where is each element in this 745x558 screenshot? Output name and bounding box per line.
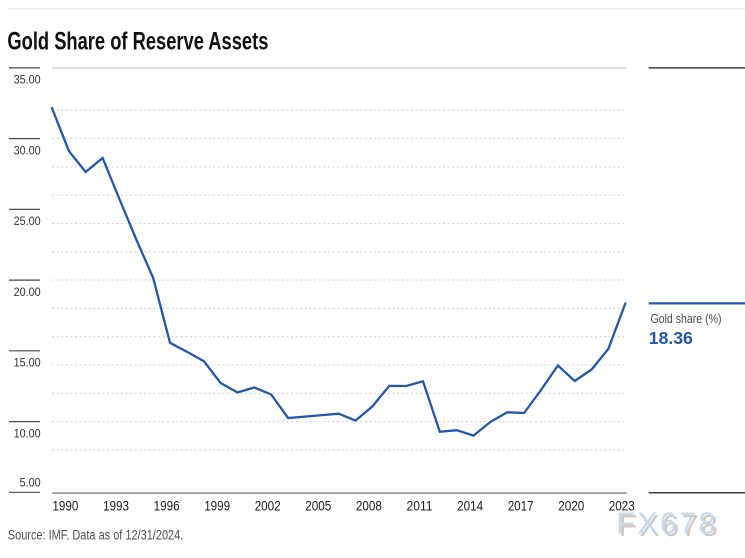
svg-text:2020: 2020 [558, 498, 584, 514]
svg-text:35.00: 35.00 [14, 73, 41, 87]
svg-text:15.00: 15.00 [14, 356, 41, 370]
svg-text:18.36: 18.36 [649, 328, 693, 348]
svg-text:1996: 1996 [154, 498, 180, 514]
svg-text:FX678: FX678 [616, 507, 718, 541]
svg-text:5.00: 5.00 [20, 475, 41, 489]
svg-text:2023: 2023 [609, 498, 635, 514]
svg-text:1999: 1999 [204, 498, 230, 514]
svg-text:Source: IMF. Data as of 12/31/: Source: IMF. Data as of 12/31/2024. [8, 527, 184, 543]
svg-text:Gold share (%): Gold share (%) [651, 311, 722, 326]
svg-text:30.00: 30.00 [14, 143, 41, 157]
svg-text:1990: 1990 [52, 498, 78, 514]
svg-text:2017: 2017 [508, 498, 534, 514]
svg-text:20.00: 20.00 [14, 285, 41, 299]
svg-text:10.00: 10.00 [14, 426, 41, 440]
svg-text:2005: 2005 [305, 498, 331, 514]
svg-text:FX678: FX678 [619, 509, 721, 543]
svg-text:2002: 2002 [255, 498, 281, 514]
svg-text:2008: 2008 [356, 498, 382, 514]
svg-text:Gold Share of Reserve Assets: Gold Share of Reserve Assets [7, 27, 268, 55]
svg-text:2014: 2014 [457, 498, 483, 514]
svg-text:2011: 2011 [407, 498, 433, 514]
svg-text:1993: 1993 [103, 498, 129, 514]
svg-text:25.00: 25.00 [14, 214, 41, 228]
